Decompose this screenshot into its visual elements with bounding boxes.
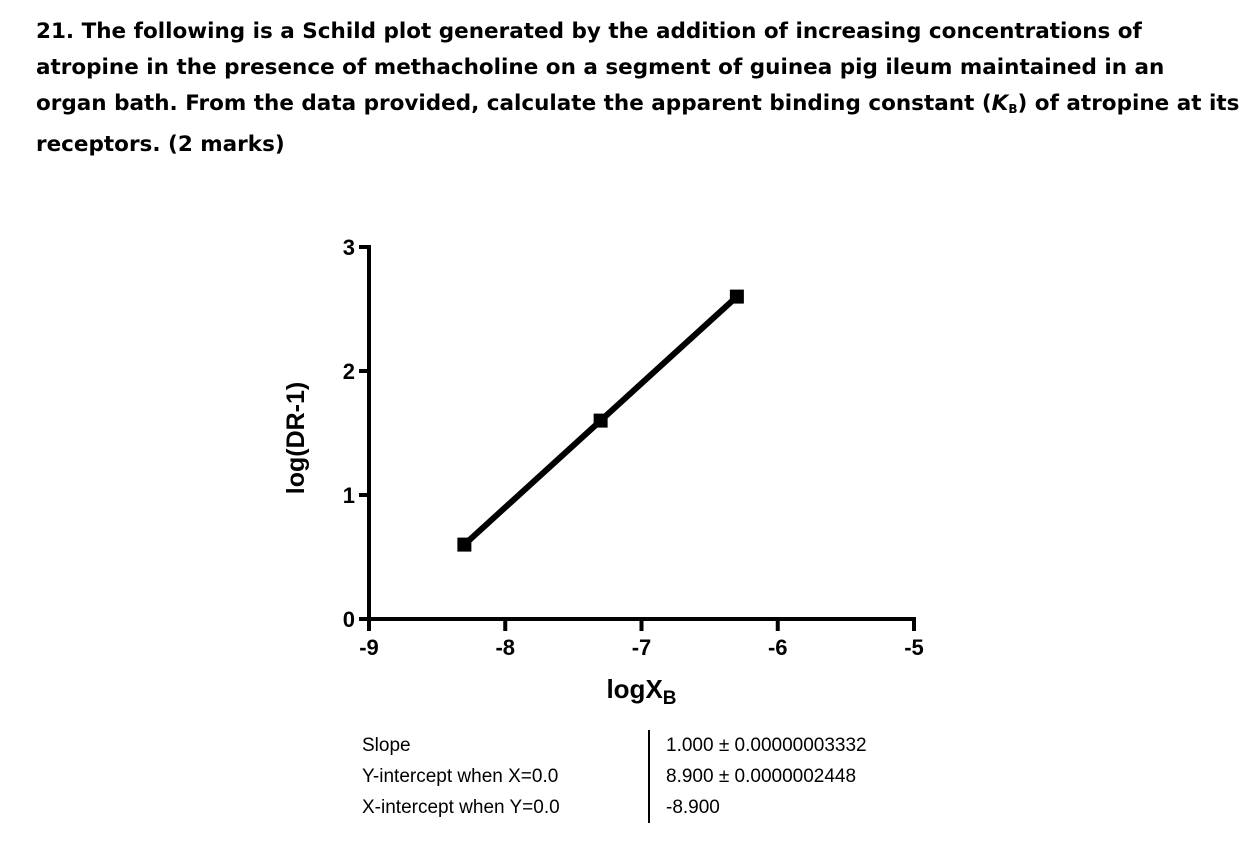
- x-tick-label: -6: [768, 635, 788, 660]
- x-axis-label: logXB: [606, 674, 676, 709]
- regression-row: X-intercept when Y=0.0 -8.900: [362, 792, 867, 823]
- regression-label: Slope: [362, 735, 411, 756]
- axes: [359, 245, 916, 631]
- kb-letter: K: [991, 91, 1009, 116]
- question-text: 21. The following is a Schild plot gener…: [36, 14, 1241, 163]
- kb-subscript: B: [1008, 102, 1018, 116]
- regression-value: 1.000 ± 0.00000003332: [648, 730, 867, 761]
- x-tick-label: -5: [904, 635, 924, 660]
- data-point: [593, 413, 608, 428]
- regression-row: Slope 1.000 ± 0.00000003332: [362, 730, 867, 761]
- regression-table: Slope 1.000 ± 0.00000003332 Y-intercept wh…: [362, 730, 867, 823]
- x-tick-label: -7: [632, 635, 652, 660]
- x-tick-label: -8: [495, 635, 515, 660]
- regression-label: X-intercept when Y=0.0: [362, 797, 560, 818]
- axis-labels: 0 1 2 3 -9 -8 -7 -6 -5 logXB log(DR-1): [282, 235, 924, 709]
- x-tick-label: -9: [359, 635, 379, 660]
- kb-symbol: KB: [992, 91, 1018, 116]
- y-tick-label: 2: [343, 359, 355, 384]
- series: [457, 289, 744, 552]
- y-axis-label: log(DR-1): [282, 382, 310, 494]
- regression-value: -8.900: [648, 792, 867, 823]
- data-point: [729, 289, 744, 304]
- regression-value: 8.900 ± 0.0000002448: [648, 761, 867, 792]
- data-point: [457, 537, 472, 552]
- y-tick-label: 3: [343, 235, 355, 260]
- y-tick-label: 1: [343, 483, 355, 508]
- question-body: 21. The following is a Schild plot gener…: [36, 19, 1165, 116]
- regression-row: Y-intercept when X=0.0 8.900 ± 0.00000024…: [362, 761, 867, 792]
- question-tail: ) of atropine at its receptors. (2 marks…: [36, 91, 1240, 157]
- regression-label: Y-intercept when X=0.0: [362, 766, 559, 787]
- y-tick-label: 0: [343, 607, 355, 632]
